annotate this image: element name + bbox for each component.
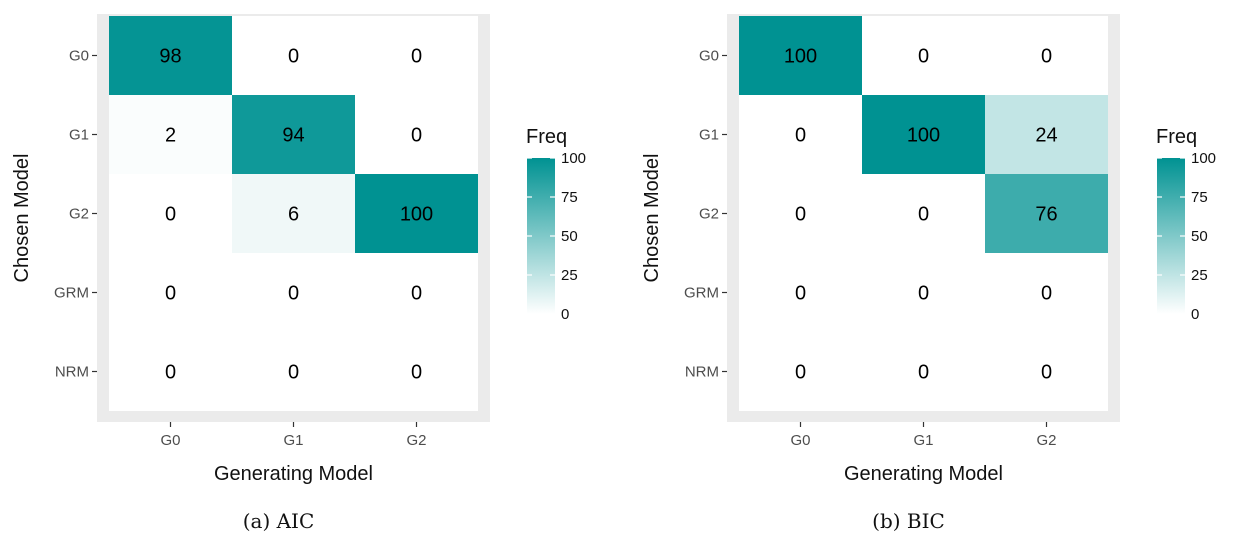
x-axis-title: Generating Model [844, 463, 1003, 485]
legend-tick-label: 75 [1191, 189, 1208, 206]
legend-tick-label: 0 [561, 306, 569, 323]
heatmap-cell [739, 332, 862, 411]
legend-tick-label: 100 [561, 150, 586, 167]
heatmap-cell [109, 95, 232, 174]
cell-value-label: 94 [282, 125, 304, 147]
y-tick-label: G0 [699, 48, 719, 65]
cell-value-label: 0 [795, 125, 806, 147]
heatmap-cell [109, 332, 232, 411]
heatmap-cell [862, 16, 985, 95]
cell-value-label: 0 [795, 204, 806, 226]
x-tick-label: G2 [406, 432, 426, 449]
heatmap-cell [862, 174, 985, 253]
panel-caption: (b) BIC [872, 509, 945, 533]
heatmap-cell [862, 253, 985, 332]
cell-value-label: 100 [784, 46, 817, 68]
heatmap-cell [355, 95, 478, 174]
y-tick-label: G2 [69, 206, 89, 223]
heatmap-cell [232, 253, 355, 332]
heatmap-cell [232, 16, 355, 95]
y-tick-label: G2 [699, 206, 719, 223]
heatmap-cell [232, 332, 355, 411]
heatmap-cell [739, 253, 862, 332]
y-tick-label: GRM [54, 285, 89, 302]
cell-value-label: 0 [411, 46, 422, 68]
x-tick-label: G1 [913, 432, 933, 449]
cell-value-label: 0 [918, 204, 929, 226]
cell-value-label: 0 [165, 204, 176, 226]
heatmap-cell [355, 174, 478, 253]
cell-value-label: 0 [411, 283, 422, 305]
cell-value-label: 6 [288, 204, 299, 226]
cell-value-label: 0 [288, 362, 299, 384]
heatmap-cell [985, 253, 1108, 332]
legend-tick-label: 100 [1191, 150, 1216, 167]
cell-value-label: 24 [1035, 125, 1057, 147]
heatmap-cell [985, 95, 1108, 174]
cell-value-label: 0 [918, 362, 929, 384]
heatmap-cell [985, 174, 1108, 253]
y-axis-title: Chosen Model [641, 154, 663, 283]
cell-value-label: 76 [1035, 204, 1057, 226]
cell-value-label: 0 [1041, 46, 1052, 68]
y-axis-title: Chosen Model [11, 154, 33, 283]
legend-tick-label: 25 [561, 267, 578, 284]
x-tick-label: G0 [160, 432, 180, 449]
x-tick-label: G2 [1036, 432, 1056, 449]
panel-caption: (a) AIC [243, 509, 315, 533]
cell-value-label: 2 [165, 125, 176, 147]
y-tick-label: G1 [69, 127, 89, 144]
cell-value-label: 0 [1041, 362, 1052, 384]
heatmap-cell [739, 95, 862, 174]
legend-tick-label: 50 [561, 228, 578, 245]
heatmap-cell [232, 174, 355, 253]
cell-value-label: 0 [165, 283, 176, 305]
cell-value-label: 0 [165, 362, 176, 384]
heatmap-cell [355, 332, 478, 411]
heatmap-cell [109, 174, 232, 253]
heatmap-cell [355, 16, 478, 95]
heatmap-cell [109, 253, 232, 332]
heatmap-cell [232, 95, 355, 174]
heatmap-cell [985, 16, 1108, 95]
cell-value-label: 100 [400, 204, 433, 226]
legend-title: Freq [1156, 126, 1197, 148]
heatmap-cell [739, 174, 862, 253]
cell-value-label: 0 [1041, 283, 1052, 305]
x-tick-label: G1 [283, 432, 303, 449]
y-tick-label: GRM [684, 285, 719, 302]
cell-value-label: 0 [918, 283, 929, 305]
cell-value-label: 98 [159, 46, 181, 68]
legend-tick-label: 25 [1191, 267, 1208, 284]
heatmap-cell [739, 16, 862, 95]
y-tick-label: G1 [699, 127, 719, 144]
cell-value-label: 100 [907, 125, 940, 147]
x-axis-title: Generating Model [214, 463, 373, 485]
heatmap-panel-aic: 98 0 0 2 94 0 0 6 100 0 0 0 0 0 0 G0 G1 G2 GRM NRM G0 G1 G2 Gen… [11, 14, 586, 533]
x-tick-label: G0 [790, 432, 810, 449]
y-tick-label: NRM [685, 364, 719, 381]
cell-value-label: 0 [411, 362, 422, 384]
y-tick-label: NRM [55, 364, 89, 381]
cell-value-label: 0 [288, 46, 299, 68]
y-tick-label: G0 [69, 48, 89, 65]
heatmap-cell [985, 332, 1108, 411]
legend-tick-label: 50 [1191, 228, 1208, 245]
heatmap-cell [355, 253, 478, 332]
legend-tick-label: 75 [561, 189, 578, 206]
heatmap-cell [109, 16, 232, 95]
cell-value-label: 0 [918, 46, 929, 68]
heatmap-panel-bic: 100 0 0 0 100 24 0 0 76 0 0 0 0 0 0 G0 G1 G2 GRM NRM G0 G1 G2 G… [641, 14, 1216, 533]
cell-value-label: 0 [411, 125, 422, 147]
cell-value-label: 0 [795, 362, 806, 384]
legend-tick-label: 0 [1191, 306, 1199, 323]
legend-title: Freq [526, 126, 567, 148]
heatmap-cell [862, 332, 985, 411]
cell-value-label: 0 [795, 283, 806, 305]
heatmap-cell [862, 95, 985, 174]
cell-value-label: 0 [288, 283, 299, 305]
